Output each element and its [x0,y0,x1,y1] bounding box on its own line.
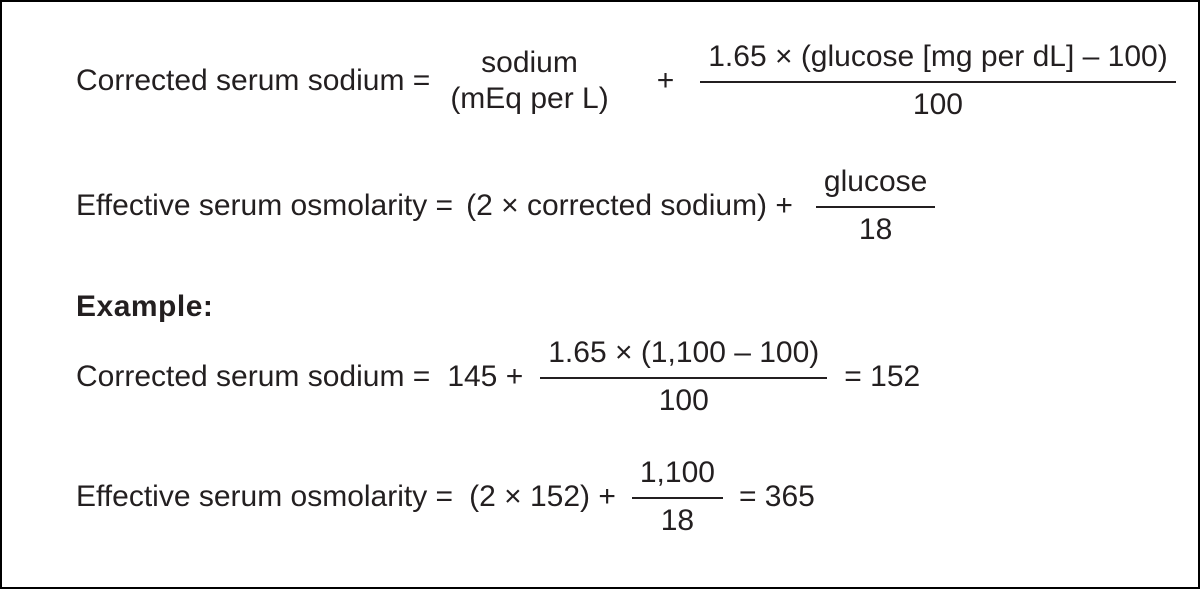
corrected-sodium-lhs: Corrected serum sodium = [76,64,431,97]
example-corrected-mid: 145 + [447,360,524,393]
example-heading: Example: [76,290,214,323]
formula-corrected-sodium-example: Corrected serum sodium = 145 + 1.65 × (1… [76,336,1158,418]
formula-corrected-sodium-definition: Corrected serum sodium = sodium (mEq per… [76,40,1176,122]
fraction-numerator: glucose [815,165,936,208]
example-correction-fraction: 1.65 × (1,100 – 100) 100 [540,336,828,418]
fraction-numerator: 1.65 × (1,100 – 100) [540,336,828,379]
example-osmolarity-result: = 365 [738,480,815,513]
osmolarity-mid: (2 × corrected sodium) + [466,189,793,222]
sodium-unit-bottom: (mEq per L) [450,82,609,115]
formula-effective-osmolarity-definition: Effective serum osmolarity = (2 × correc… [76,165,1158,247]
glucose-over-18-fraction: glucose 18 [815,165,936,247]
fraction-numerator: 1.65 × (glucose [mg per dL] – 100) [700,40,1176,83]
glucose-correction-fraction: 1.65 × (glucose [mg per dL] – 100) 100 [700,40,1176,122]
plus-operator: + [656,64,675,97]
fraction-denominator: 100 [658,384,709,417]
osmolarity-lhs: Effective serum osmolarity = [76,189,454,222]
fraction-numerator: 1,100 [631,456,723,499]
fraction-denominator: 18 [858,213,893,246]
example-osmolarity-mid: (2 × 152) + [469,480,616,513]
formula-effective-osmolarity-example: Effective serum osmolarity = (2 × 152) +… [76,456,1158,538]
example-corrected-result: = 152 [844,360,921,393]
sodium-unit-top: sodium [481,46,578,79]
example-osmolarity-lhs: Effective serum osmolarity = [76,480,454,513]
example-glucose-fraction: 1,100 18 [631,456,723,538]
fraction-denominator: 100 [912,88,963,121]
example-corrected-lhs: Corrected serum sodium = [76,360,431,393]
fraction-denominator: 18 [660,504,695,537]
sodium-unit-stack: sodium (mEq per L) [450,45,608,117]
